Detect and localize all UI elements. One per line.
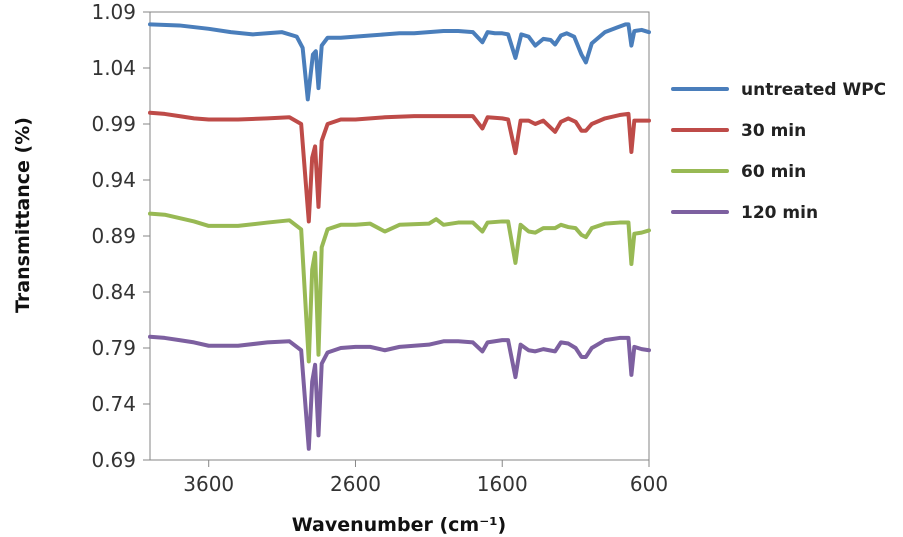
x-axis-title: Wavenumber (cm⁻¹) [292, 514, 506, 536]
series-line [148, 211, 651, 364]
y-tick-label: 0.74 [91, 392, 136, 416]
x-tick-label: 1600 [477, 472, 528, 496]
legend-label: 120 min [741, 203, 818, 223]
y-tick-label: 1.04 [91, 56, 136, 80]
y-tick-label: 0.84 [91, 280, 136, 304]
legend-label: untreated WPC [741, 80, 886, 100]
x-tick-label: 2600 [330, 472, 381, 496]
y-axis-title: Transmittance (%) [12, 117, 34, 313]
y-tick-label: 0.89 [91, 224, 136, 248]
plot-area [149, 11, 650, 461]
series-line [148, 22, 651, 102]
x-axis: 3600 2600 1600 600 [183, 460, 668, 496]
y-tick-label: 1.09 [91, 0, 136, 24]
series-layer [148, 22, 651, 451]
legend-label: 60 min [741, 162, 806, 182]
y-axis: 0.69 0.74 0.79 0.84 0.89 0.94 0.99 1.04 1.09 [91, 0, 150, 472]
y-tick-label: 0.94 [91, 168, 136, 192]
legend: untreated WPC 30 min 60 min 120 min [671, 80, 886, 223]
series-line [148, 334, 651, 451]
series-line [148, 110, 651, 224]
y-tick-label: 0.79 [91, 336, 136, 360]
x-tick-label: 3600 [183, 472, 234, 496]
y-tick-label: 0.69 [91, 448, 136, 472]
y-tick-label: 0.99 [91, 112, 136, 136]
x-tick-label: 600 [630, 472, 668, 496]
legend-label: 30 min [741, 121, 806, 141]
